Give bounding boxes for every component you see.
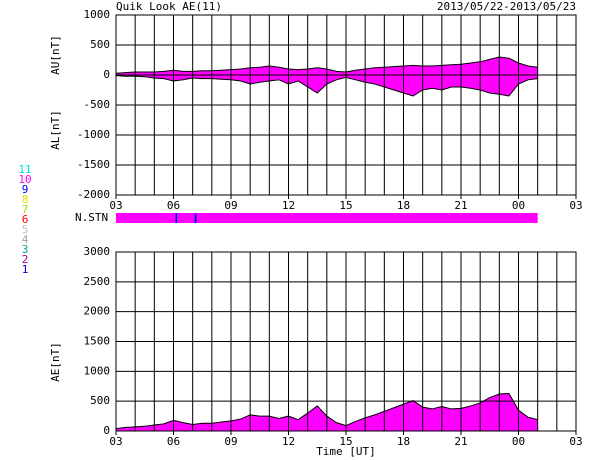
x-tick-label: 06 — [167, 199, 180, 212]
y-tick-label: -2000 — [77, 188, 110, 201]
area — [116, 393, 538, 431]
x-axis-label: Time [UT] — [316, 445, 376, 458]
y-tick-label: 1000 — [84, 364, 111, 377]
legend-label: 10 — [18, 173, 31, 186]
y-tick-label: 0 — [103, 424, 110, 437]
x-tick-label: 18 — [397, 435, 410, 448]
legend-label: 2 — [22, 253, 29, 266]
x-tick-label: 03 — [109, 435, 122, 448]
station-segment — [116, 213, 176, 223]
x-tick-label: 21 — [454, 199, 467, 212]
x-tick-label: 00 — [512, 199, 525, 212]
station-segment — [177, 213, 195, 223]
y-tick-label: -1000 — [77, 128, 110, 141]
plot-frame — [115, 14, 577, 196]
y-tick-label: -1500 — [77, 158, 110, 171]
x-tick-label: 06 — [167, 435, 180, 448]
x-tick-label: 03 — [569, 199, 582, 212]
x-tick-label: 03 — [569, 435, 582, 448]
x-tick-label: 09 — [224, 199, 237, 212]
legend-label: 3 — [22, 243, 29, 256]
y-tick-label: 2000 — [84, 305, 111, 318]
legend-label: 6 — [22, 213, 29, 226]
y-tick-label: 500 — [90, 38, 110, 51]
y-tick-label: 2500 — [84, 275, 111, 288]
y-tick-label: 1500 — [84, 335, 111, 348]
legend-label: 4 — [22, 233, 29, 246]
x-tick-label: 18 — [397, 199, 410, 212]
x-tick-label: 12 — [282, 435, 295, 448]
x-tick-label: 09 — [224, 435, 237, 448]
station-segment — [175, 213, 178, 223]
legend-label: 1 — [22, 263, 29, 276]
y-tick-label: -500 — [84, 98, 111, 111]
y-axis-label: AL[nT] — [49, 110, 62, 150]
x-tick-label: 12 — [282, 199, 295, 212]
chart-title: Quik Look AE(11) — [116, 0, 222, 13]
y-tick-label: 500 — [90, 394, 110, 407]
y-axis-label: AE[nT] — [49, 342, 62, 382]
x-tick-label: 00 — [512, 435, 525, 448]
x-tick-label: 21 — [454, 435, 467, 448]
y-tick-label: 3000 — [84, 245, 111, 258]
date-range: 2013/05/22-2013/05/23 — [437, 0, 576, 13]
nstn-label: N.STN — [75, 211, 108, 224]
legend-label: 9 — [22, 183, 29, 196]
legend-label: 7 — [22, 203, 29, 216]
legend-label: 5 — [22, 223, 29, 236]
y-tick-label: 0 — [103, 68, 110, 81]
station-segment — [194, 213, 197, 223]
area — [116, 75, 538, 96]
x-tick-label: 15 — [339, 199, 352, 212]
legend-label: 11 — [18, 163, 31, 176]
x-tick-label: 15 — [339, 435, 352, 448]
legend-label: 8 — [22, 193, 29, 206]
plot-frame — [115, 251, 577, 432]
y-tick-label: 1000 — [84, 8, 111, 21]
x-tick-label: 03 — [109, 199, 122, 212]
station-segment — [196, 213, 538, 223]
y-axis-label: AU[nT] — [49, 35, 62, 75]
